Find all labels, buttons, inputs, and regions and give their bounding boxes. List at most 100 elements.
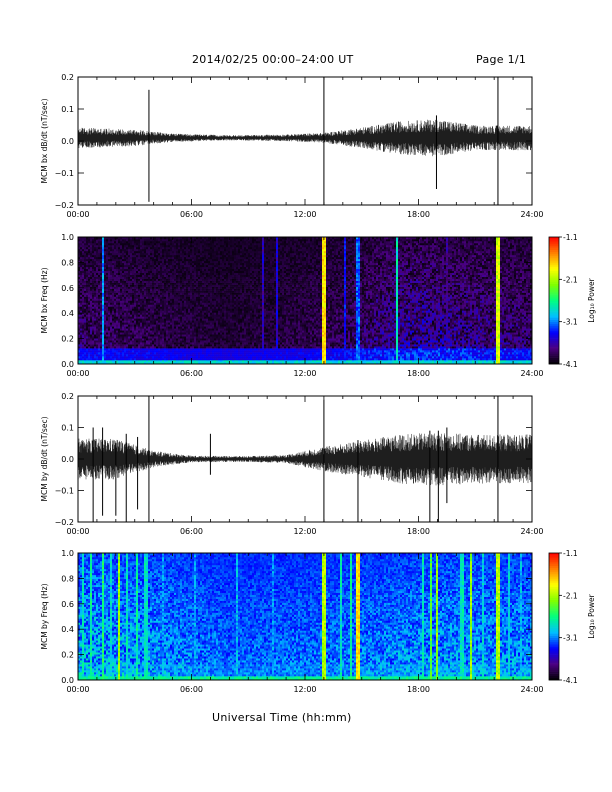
spectrogram-cell [104,342,106,344]
spectrogram-cell [90,358,92,360]
spectrogram-cell [86,271,88,273]
spectrogram-cell [82,271,84,273]
spectrogram-cell [104,241,106,243]
spectrogram-cell [80,245,82,247]
spectrogram-cell [98,310,100,312]
spectrogram-cell [86,338,88,340]
spectrogram-cell [102,299,104,301]
spectrogram-cell [88,259,90,261]
spectrogram-cell [94,247,96,249]
spectrogram-cell [84,334,86,336]
spectrogram-cell [82,360,84,362]
spectrogram-cell [88,289,90,291]
spectrogram-cell [94,301,96,303]
spectrogram-cell [96,318,98,320]
spectrogram-cell [108,304,110,306]
spectrogram-cell [86,326,88,328]
spectrogram-cell [88,354,90,356]
spectrogram-cell [98,239,100,241]
spectrogram-cell [84,271,86,273]
spectrogram-cell [92,295,94,297]
spectrogram-cell [106,241,108,243]
spectrogram-cell [100,299,102,301]
spectrogram-cell [98,338,100,340]
spectrogram-cell [102,287,104,289]
spectrogram-cell [92,239,94,241]
spectrogram-cell [88,251,90,253]
spectrogram-cell [92,352,94,354]
spectrogram-cell [98,326,100,328]
spectrogram-cell [84,261,86,263]
spectrogram-cell [92,320,94,322]
spectrogram-cell [82,302,84,304]
spectrogram-cell [84,259,86,261]
spectrogram-cell [102,326,104,328]
spectrogram-cell [110,342,112,344]
spectrogram-cell [84,263,86,265]
spectrogram-cell [96,289,98,291]
spectrogram-cell [96,328,98,330]
spectrogram-cell [90,314,92,316]
spectrogram-cell [104,318,106,320]
spectrogram-cell [96,251,98,253]
spectrogram-cell [108,312,110,314]
spectrogram-cell [94,316,96,318]
spectrogram-cell [102,295,104,297]
spectrogram-cell [84,257,86,259]
spectrogram-cell [86,247,88,249]
spectrogram-cell [106,267,108,269]
spectrogram-cell [108,261,110,263]
spectrogram-cell [92,308,94,310]
spectrogram-cell [84,356,86,358]
spectrogram-cell [88,297,90,299]
spectrogram-cell [102,245,104,247]
spectrogram-cell [106,255,108,257]
spectrogram-cell [94,291,96,293]
spectrogram-cell [92,314,94,316]
spectrogram-cell [90,261,92,263]
spectrogram-cell [82,324,84,326]
spectrogram-cells [78,237,532,364]
spectrogram-cell [84,281,86,283]
spectrogram-cell [106,291,108,293]
spectrogram-cell [102,340,104,342]
spectrogram-cell [80,247,82,249]
spectrogram-cell [80,281,82,283]
spectrogram-cell [92,330,94,332]
spectrogram-cell [104,320,106,322]
spectrogram-cell [80,354,82,356]
spectrogram-cell [108,346,110,348]
spectrogram-cell [108,259,110,261]
spectrogram-cell [102,316,104,318]
spectrogram-cell [96,338,98,340]
spectrogram-cell [88,332,90,334]
spectrogram-cell [106,354,108,356]
spectrogram-cell [100,330,102,332]
spectrogram-cell [98,356,100,358]
spectrogram-cell [94,239,96,241]
spectrogram-cell [96,265,98,267]
spectrogram-cell [104,299,106,301]
spectrogram-cell [88,316,90,318]
spectrogram-cell [90,308,92,310]
spectrogram-cell [98,287,100,289]
spectrogram-cell [90,310,92,312]
spectrogram-cell [108,348,110,350]
spectrogram-cell [96,285,98,287]
spectrogram-cell [92,267,94,269]
spectrogram-cell [104,275,106,277]
spectrogram-cell [100,281,102,283]
spectrogram-cell [96,245,98,247]
spectrogram-cell [102,338,104,340]
spectrogram-cell [96,352,98,354]
spectrogram-cell [96,354,98,356]
spectrogram-cell [80,318,82,320]
spectrogram-cell [92,287,94,289]
spectrogram-cell [86,356,88,358]
spectrogram-cell [92,247,94,249]
spectrogram-cell [98,346,100,348]
spectrogram-cell [108,289,110,291]
spectrogram-cell [98,241,100,243]
spectrogram-cell [90,253,92,255]
spectrogram-cell [90,271,92,273]
